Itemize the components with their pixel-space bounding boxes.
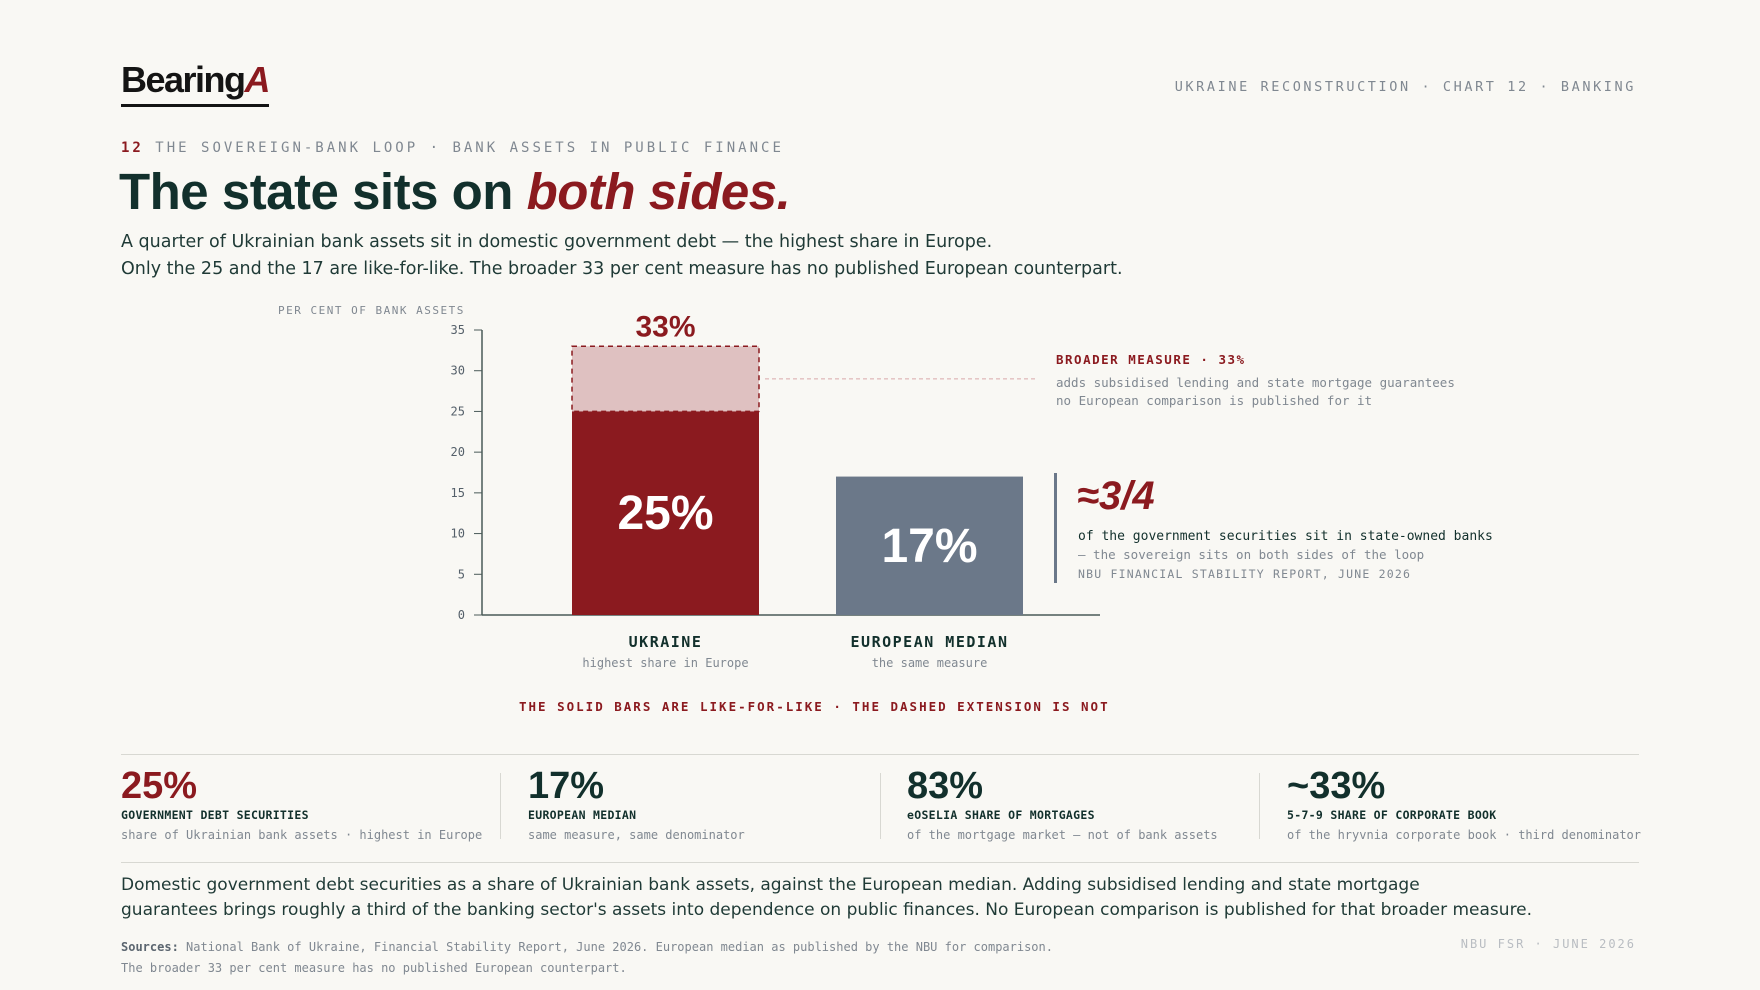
stat-card: 83% eOSELIA SHARE OF MORTGAGES of the mo… xyxy=(907,764,1218,842)
y-axis-label: PER CENT OF BANK ASSETS xyxy=(278,304,465,317)
stat-card: 17% EUROPEAN MEDIAN same measure, same d… xyxy=(528,764,745,842)
subtitle-line-2: Only the 25 and the 17 are like-for-like… xyxy=(121,259,1123,279)
stat-card: 25% GOVERNMENT DEBT SECURITIES share of … xyxy=(121,764,482,842)
stat-value: ~33% xyxy=(1287,765,1386,807)
chart-number: 12 xyxy=(121,140,144,156)
title-main: The state sits on xyxy=(119,163,527,220)
kicker: 12 THE SOVEREIGN-BANK LOOP · BANK ASSETS… xyxy=(121,140,784,156)
y-tick-label: 10 xyxy=(451,527,465,541)
kicker-text: THE SOVEREIGN-BANK LOOP · BANK ASSETS IN… xyxy=(155,140,784,156)
bar xyxy=(836,476,1023,615)
callout-text-1: of the government securities sit in stat… xyxy=(1078,529,1493,544)
y-tick-label: 5 xyxy=(458,567,465,581)
y-tick-label: 0 xyxy=(458,608,465,622)
logo-main: Bearing xyxy=(121,59,246,100)
y-tick-label: 35 xyxy=(451,323,465,337)
stat-label: EUROPEAN MEDIAN xyxy=(528,808,637,822)
callout-big-number: ≈3/4 xyxy=(1077,474,1155,518)
y-tick-label: 20 xyxy=(451,445,465,459)
stat-desc: share of Ukrainian bank assets · highest… xyxy=(121,828,483,842)
broader-measure-line-1: adds subsidised lending and state mortga… xyxy=(1056,375,1455,390)
stat-value: 17% xyxy=(528,765,605,807)
sources-line-2: The broader 33 per cent measure has no p… xyxy=(121,961,627,975)
stat-divider xyxy=(500,773,501,839)
stat-desc: of the hryvnia corporate book · third de… xyxy=(1287,828,1642,842)
y-tick-label: 15 xyxy=(451,486,465,500)
stat-desc: same measure, same denominator xyxy=(528,828,745,842)
bar-extension xyxy=(571,345,760,413)
divider-top xyxy=(121,754,1639,755)
page-title: The state sits on both sides. xyxy=(119,160,791,224)
title-emphasis: both sides. xyxy=(526,163,791,220)
stat-divider xyxy=(880,773,881,839)
stat-divider xyxy=(1259,773,1260,839)
x-category-sub-label: the same measure xyxy=(872,656,988,670)
subtitle: A quarter of Ukrainian bank assets sit i… xyxy=(121,229,1123,283)
x-category-sub-label: highest share in Europe xyxy=(582,656,748,670)
broader-measure-heading: BROADER MEASURE · 33% xyxy=(1056,352,1246,367)
stat-label: 5-7-9 SHARE OF CORPORATE BOOK xyxy=(1287,808,1497,822)
brand-logo: BearingA xyxy=(121,58,271,107)
bar xyxy=(572,411,759,615)
sources: Sources: National Bank of Ukraine, Finan… xyxy=(121,937,1053,979)
x-category-label: UKRAINE xyxy=(629,633,703,651)
stat-card: ~33% 5-7-9 SHARE OF CORPORATE BOOK of th… xyxy=(1287,764,1641,842)
callout-text-2: — the sovereign sits on both sides of th… xyxy=(1078,547,1425,562)
x-category-label: EUROPEAN MEDIAN xyxy=(851,633,1009,651)
stat-value: 25% xyxy=(121,765,198,807)
y-tick-label: 25 xyxy=(451,404,465,418)
stat-value: 83% xyxy=(907,765,984,807)
sources-right: NBU FSR · JUNE 2026 xyxy=(1460,937,1636,951)
callout-rule xyxy=(1054,473,1057,583)
sources-label: Sources: xyxy=(121,940,179,954)
broader-measure-line-2: no European comparison is published for … xyxy=(1056,393,1373,408)
header-tag: UKRAINE RECONSTRUCTION · CHART 12 · BANK… xyxy=(1174,79,1636,95)
stat-label: eOSELIA SHARE OF MORTGAGES xyxy=(907,808,1095,822)
sources-line-1: National Bank of Ukraine, Financial Stab… xyxy=(186,940,1053,954)
bar-value-label: 17% xyxy=(881,520,977,573)
logo-accent: A xyxy=(244,59,271,100)
callout-source: NBU FINANCIAL STABILITY REPORT, JUNE 202… xyxy=(1078,567,1412,581)
subtitle-line-1: A quarter of Ukrainian bank assets sit i… xyxy=(121,232,993,252)
bar-value-label: 25% xyxy=(617,487,713,540)
stat-desc: of the mortgage market — not of bank ass… xyxy=(907,828,1218,842)
footer-description: Domestic government debt securities as a… xyxy=(121,873,1532,923)
chart-note: THE SOLID BARS ARE LIKE-FOR-LIKE · THE D… xyxy=(519,699,1110,714)
footer-line-2: guarantees brings roughly a third of the… xyxy=(121,900,1533,920)
stat-label: GOVERNMENT DEBT SECURITIES xyxy=(121,808,309,822)
y-tick-label: 30 xyxy=(451,364,465,378)
footer-line-1: Domestic government debt securities as a… xyxy=(121,875,1420,895)
divider-bottom xyxy=(121,862,1639,863)
extension-value-label: 33% xyxy=(635,310,695,343)
